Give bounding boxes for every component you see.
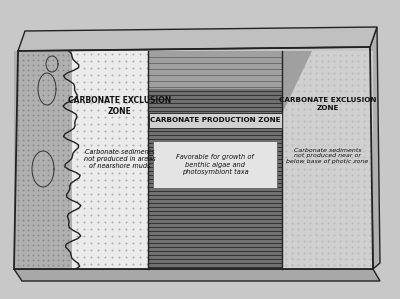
FancyBboxPatch shape xyxy=(153,141,277,188)
Polygon shape xyxy=(148,51,282,269)
Text: CARBONATE EXCLUSION
ZONE: CARBONATE EXCLUSION ZONE xyxy=(279,97,376,111)
Text: Carbonate sediments
not produced near or
below base of photic zone: Carbonate sediments not produced near or… xyxy=(286,148,369,164)
Polygon shape xyxy=(148,51,282,89)
Polygon shape xyxy=(14,269,380,281)
Polygon shape xyxy=(14,51,72,269)
Polygon shape xyxy=(14,51,148,269)
Polygon shape xyxy=(370,27,380,269)
Polygon shape xyxy=(18,27,377,51)
FancyBboxPatch shape xyxy=(148,112,282,127)
Text: Carbonate sediments
not produced in areas
of nearshore muds: Carbonate sediments not produced in area… xyxy=(84,149,156,169)
Text: CARBONATE PRODUCTION ZONE: CARBONATE PRODUCTION ZONE xyxy=(150,117,280,123)
Text: Favorable for growth of
benthic algae and
photosymbiont taxa: Favorable for growth of benthic algae an… xyxy=(176,154,254,175)
Polygon shape xyxy=(282,51,373,269)
Text: CARBONATE EXCLUSION
ZONE: CARBONATE EXCLUSION ZONE xyxy=(68,96,172,116)
Polygon shape xyxy=(282,51,312,114)
